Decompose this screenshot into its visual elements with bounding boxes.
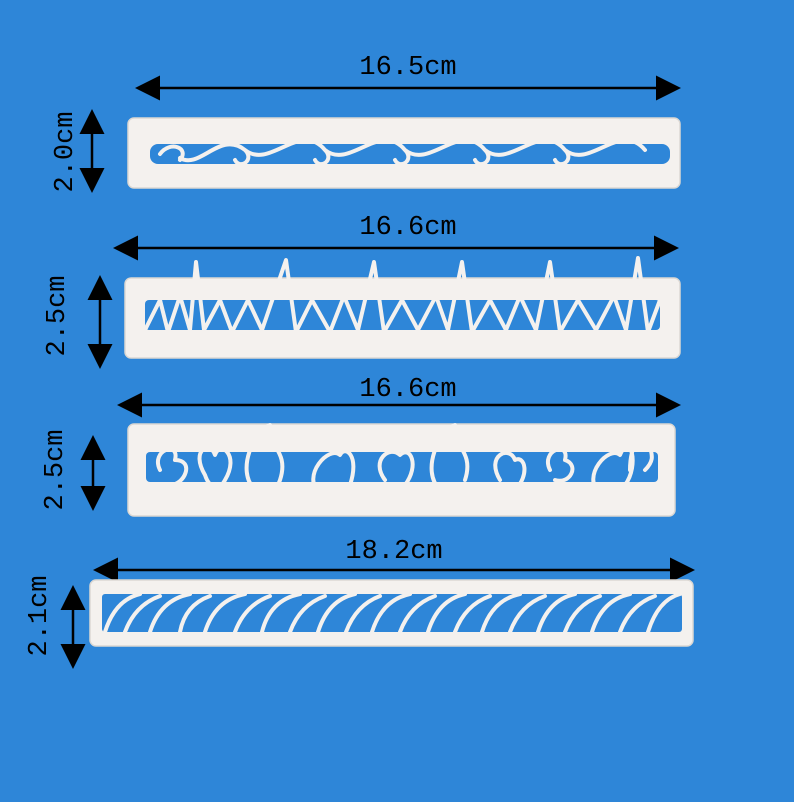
width-label: 16.5cm <box>359 53 456 83</box>
width-label: 16.6cm <box>359 213 456 243</box>
cutter-4: 18.2cm 2.1cm <box>25 537 695 669</box>
ornament <box>103 592 682 634</box>
height-label: 2.0cm <box>51 111 81 192</box>
ornament <box>158 138 647 167</box>
ornament <box>143 256 662 334</box>
width-label: 16.6cm <box>359 375 456 405</box>
cutout <box>146 452 658 482</box>
cutout <box>102 594 682 632</box>
width-label: 18.2cm <box>345 537 442 567</box>
cutter-1: 16.5cm 2.0cm <box>51 53 681 193</box>
height-label: 2.5cm <box>43 275 73 356</box>
cutter-2: 16.6cm 2.5cm <box>43 213 681 369</box>
height-label: 2.5cm <box>41 429 71 510</box>
cutter-3: 16.6cm 2.5cm <box>41 375 681 517</box>
height-label: 2.1cm <box>25 575 55 656</box>
ornament <box>156 423 654 497</box>
